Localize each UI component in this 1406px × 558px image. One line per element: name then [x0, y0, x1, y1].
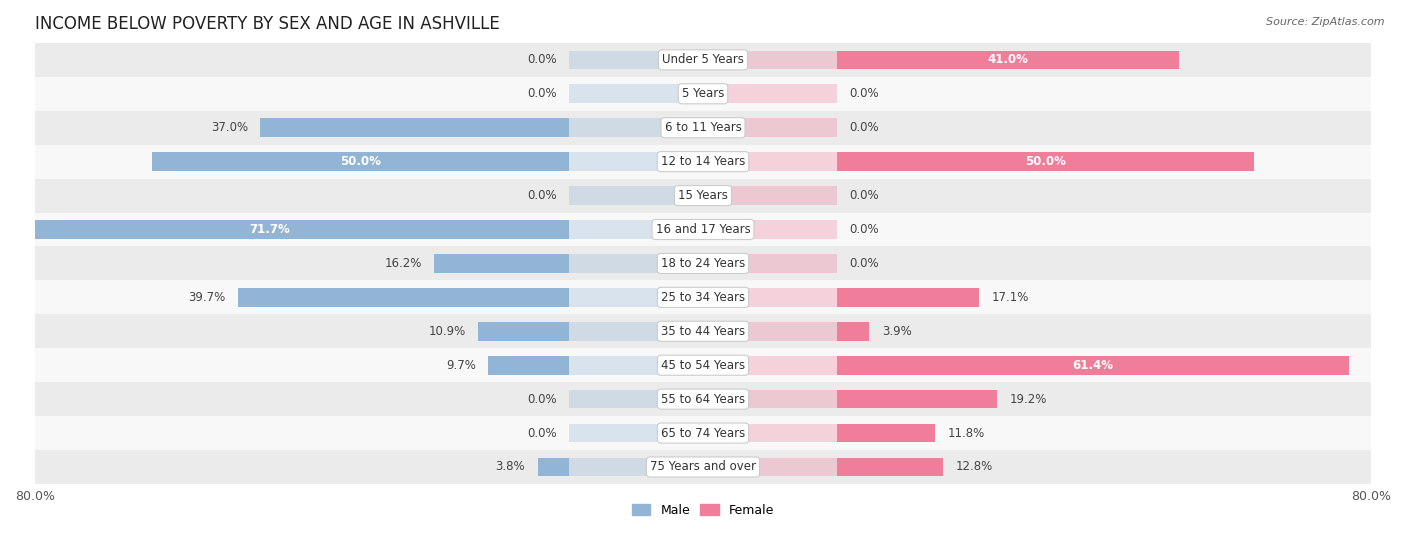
Text: 18 to 24 Years: 18 to 24 Years: [661, 257, 745, 270]
Text: 0.0%: 0.0%: [849, 121, 879, 134]
Text: 12 to 14 Years: 12 to 14 Years: [661, 155, 745, 168]
Text: 11.8%: 11.8%: [948, 426, 986, 440]
Bar: [703, 118, 837, 137]
Bar: [569, 288, 703, 307]
Text: 0.0%: 0.0%: [527, 54, 557, 66]
Text: 5 Years: 5 Years: [682, 87, 724, 100]
Bar: [35, 382, 1371, 416]
Text: 55 to 64 Years: 55 to 64 Years: [661, 393, 745, 406]
Text: 39.7%: 39.7%: [188, 291, 225, 304]
Bar: [35, 247, 1371, 280]
Bar: [537, 458, 569, 477]
Bar: [569, 390, 703, 408]
Text: 9.7%: 9.7%: [446, 359, 475, 372]
Bar: [703, 254, 837, 273]
Bar: [703, 186, 837, 205]
Text: 71.7%: 71.7%: [250, 223, 291, 236]
Bar: [569, 51, 703, 69]
Text: 0.0%: 0.0%: [527, 189, 557, 202]
Text: Source: ZipAtlas.com: Source: ZipAtlas.com: [1267, 17, 1385, 27]
Bar: [569, 84, 703, 103]
Bar: [478, 322, 569, 340]
Bar: [35, 110, 1371, 145]
Bar: [35, 450, 1371, 484]
Bar: [837, 51, 1180, 69]
Text: 10.9%: 10.9%: [429, 325, 465, 338]
Text: 6 to 11 Years: 6 to 11 Years: [665, 121, 741, 134]
Text: 65 to 74 Years: 65 to 74 Years: [661, 426, 745, 440]
Bar: [569, 424, 703, 442]
Text: 25 to 34 Years: 25 to 34 Years: [661, 291, 745, 304]
Bar: [569, 254, 703, 273]
Bar: [703, 458, 837, 477]
Text: 37.0%: 37.0%: [211, 121, 247, 134]
Bar: [35, 77, 1371, 110]
Bar: [569, 118, 703, 137]
Text: 0.0%: 0.0%: [527, 393, 557, 406]
Bar: [703, 288, 837, 307]
Bar: [837, 288, 980, 307]
Bar: [35, 280, 1371, 314]
Bar: [703, 51, 837, 69]
Text: 45 to 54 Years: 45 to 54 Years: [661, 359, 745, 372]
Bar: [703, 356, 837, 374]
Bar: [569, 356, 703, 374]
Bar: [35, 314, 1371, 348]
Text: 41.0%: 41.0%: [987, 54, 1028, 66]
Text: 0.0%: 0.0%: [849, 189, 879, 202]
Bar: [35, 213, 1371, 247]
Text: 75 Years and over: 75 Years and over: [650, 460, 756, 474]
Bar: [434, 254, 569, 273]
Bar: [569, 220, 703, 239]
Text: 50.0%: 50.0%: [340, 155, 381, 168]
Bar: [152, 152, 569, 171]
Text: 19.2%: 19.2%: [1010, 393, 1047, 406]
Bar: [837, 152, 1254, 171]
Bar: [238, 288, 569, 307]
Text: 0.0%: 0.0%: [527, 426, 557, 440]
Bar: [837, 322, 869, 340]
Text: 0.0%: 0.0%: [849, 223, 879, 236]
Bar: [837, 356, 1350, 374]
Bar: [488, 356, 569, 374]
Text: 17.1%: 17.1%: [991, 291, 1029, 304]
Text: 3.8%: 3.8%: [495, 460, 526, 474]
Text: 12.8%: 12.8%: [956, 460, 993, 474]
Bar: [837, 458, 943, 477]
Text: 16 and 17 Years: 16 and 17 Years: [655, 223, 751, 236]
Bar: [35, 179, 1371, 213]
Bar: [35, 43, 1371, 77]
Text: 15 Years: 15 Years: [678, 189, 728, 202]
Bar: [837, 424, 935, 442]
Legend: Male, Female: Male, Female: [627, 499, 779, 522]
Text: INCOME BELOW POVERTY BY SEX AND AGE IN ASHVILLE: INCOME BELOW POVERTY BY SEX AND AGE IN A…: [35, 15, 499, 33]
Bar: [703, 220, 837, 239]
Text: 61.4%: 61.4%: [1073, 359, 1114, 372]
Bar: [703, 322, 837, 340]
Text: 16.2%: 16.2%: [384, 257, 422, 270]
Bar: [569, 186, 703, 205]
Bar: [35, 145, 1371, 179]
Bar: [569, 458, 703, 477]
Bar: [35, 416, 1371, 450]
Text: 0.0%: 0.0%: [527, 87, 557, 100]
Text: 3.9%: 3.9%: [882, 325, 911, 338]
Text: 50.0%: 50.0%: [1025, 155, 1066, 168]
Bar: [837, 390, 997, 408]
Bar: [703, 84, 837, 103]
Text: 35 to 44 Years: 35 to 44 Years: [661, 325, 745, 338]
Bar: [0, 220, 569, 239]
Bar: [703, 152, 837, 171]
Bar: [35, 348, 1371, 382]
Bar: [260, 118, 569, 137]
Text: Under 5 Years: Under 5 Years: [662, 54, 744, 66]
Text: 0.0%: 0.0%: [849, 87, 879, 100]
Bar: [703, 424, 837, 442]
Bar: [569, 322, 703, 340]
Bar: [703, 390, 837, 408]
Bar: [569, 152, 703, 171]
Text: 0.0%: 0.0%: [849, 257, 879, 270]
